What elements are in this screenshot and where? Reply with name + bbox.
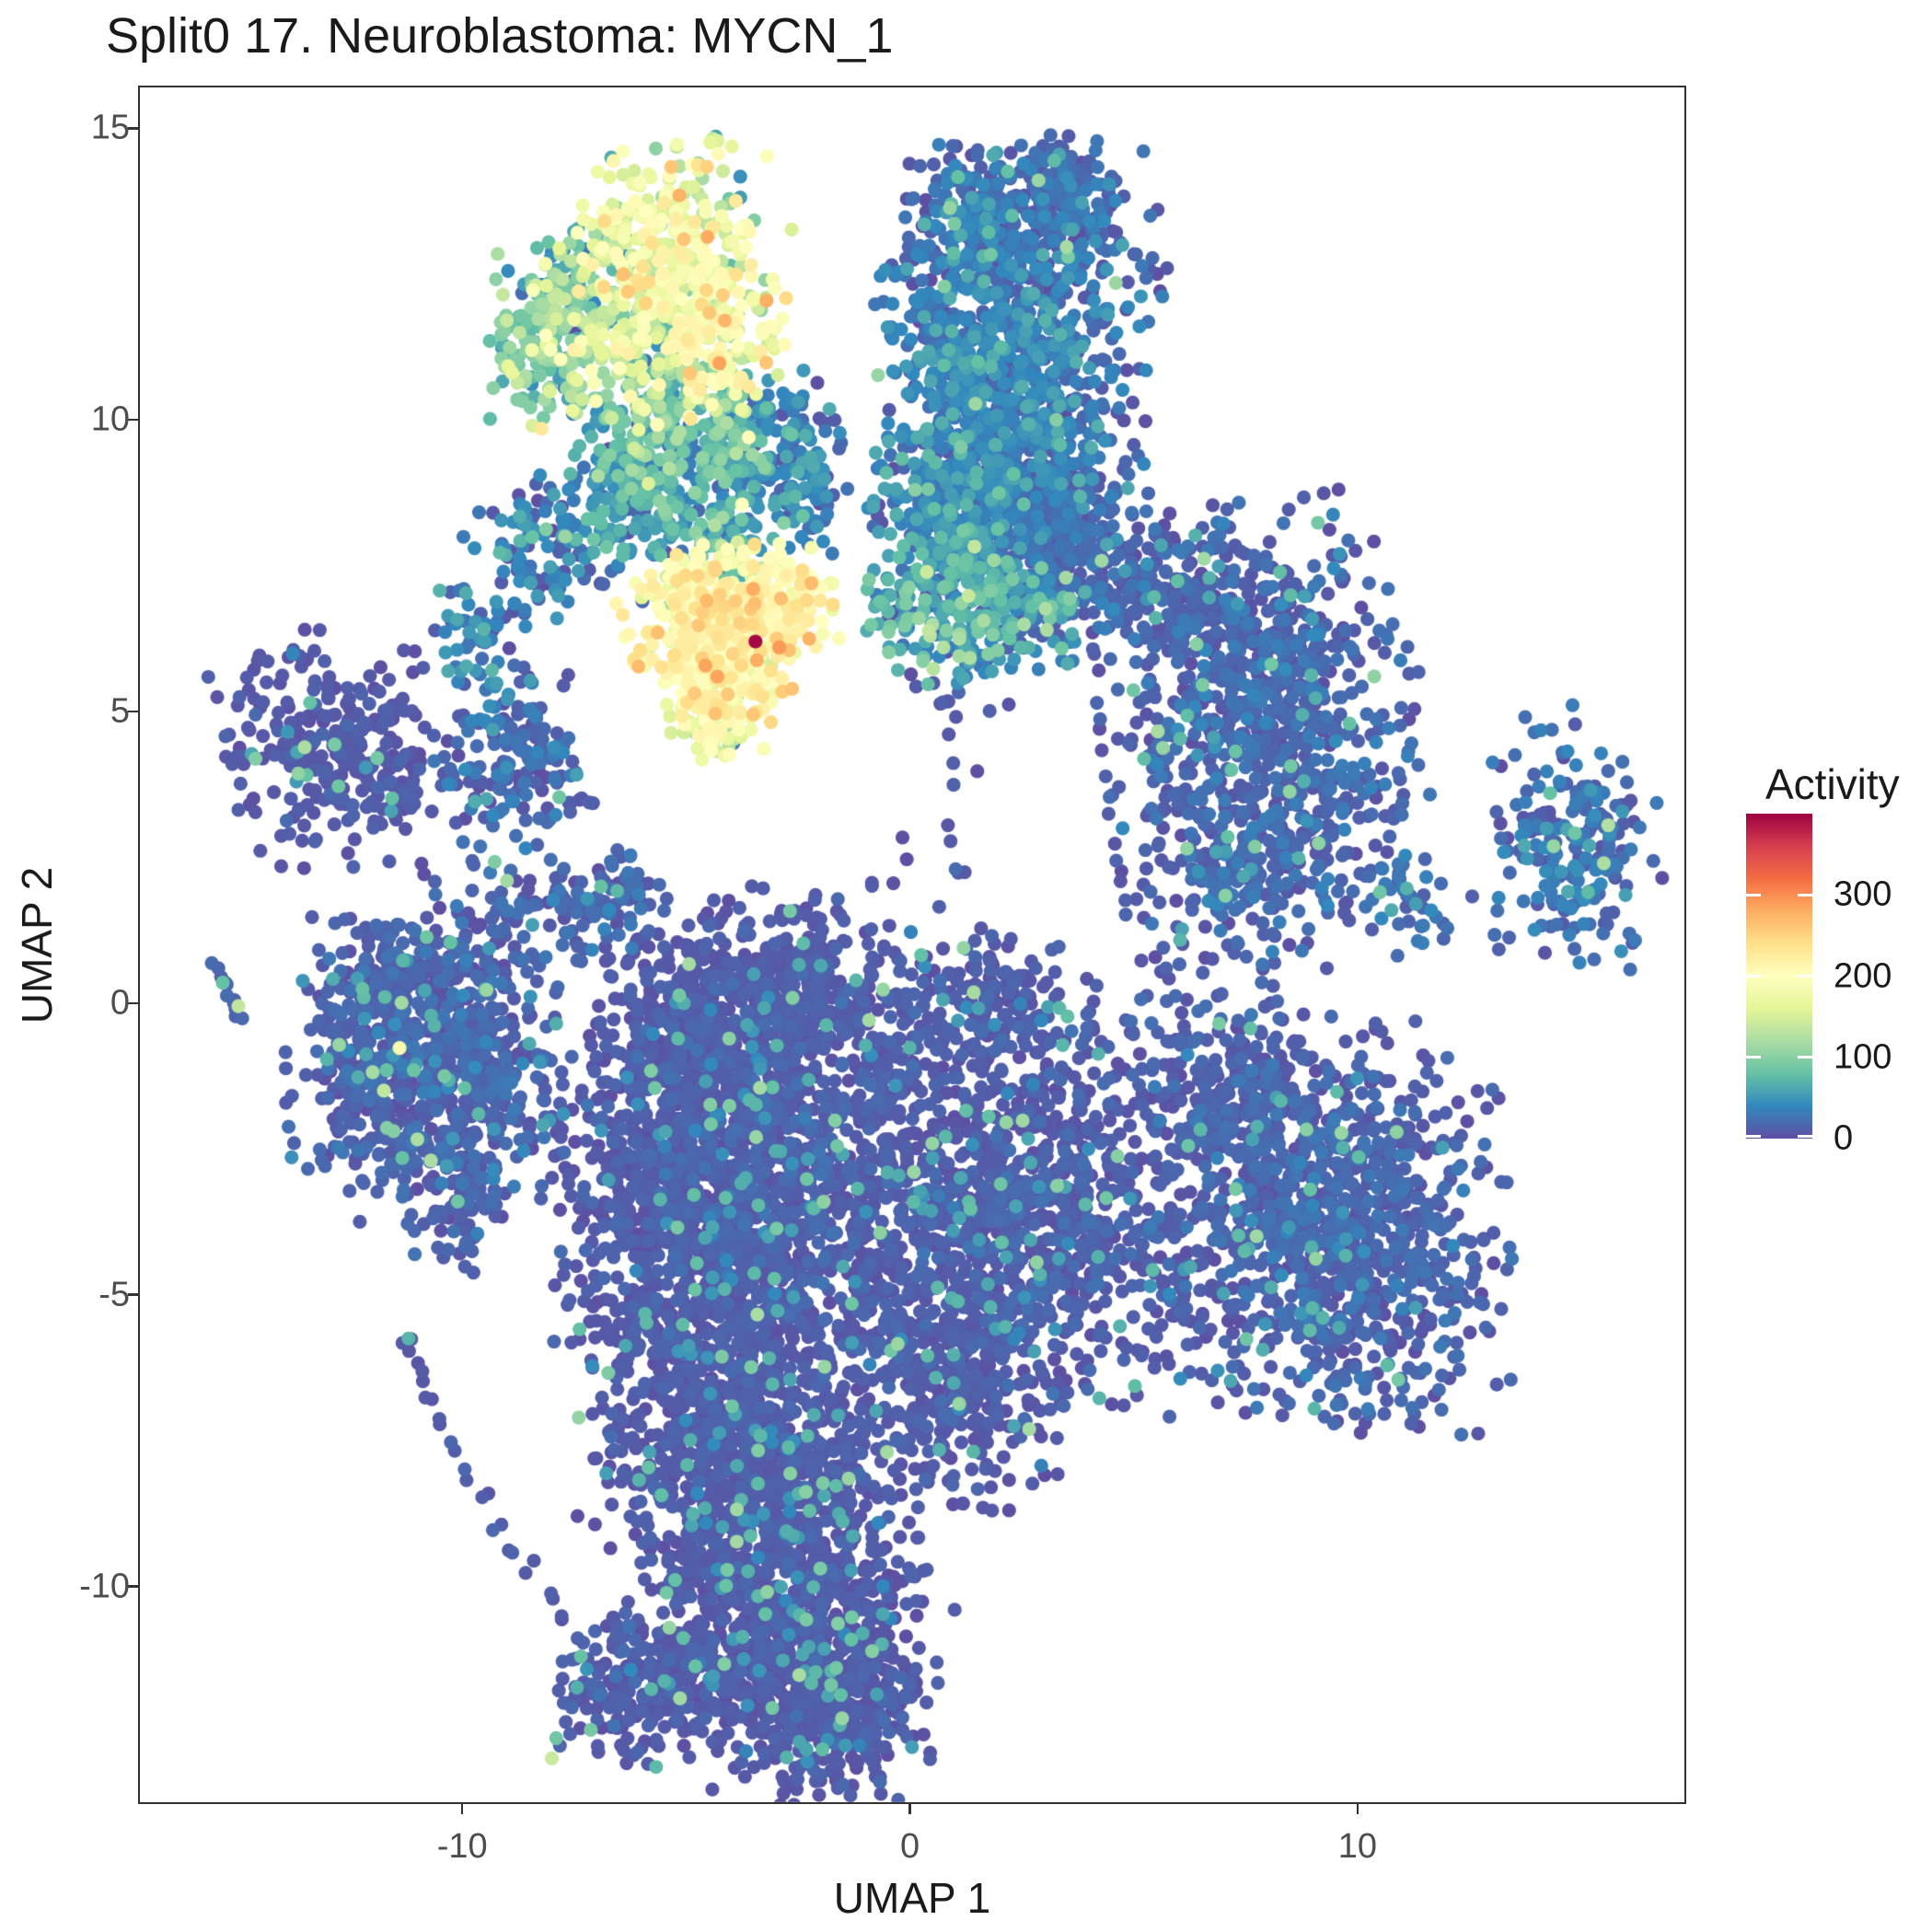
y-tick-label: 10 — [90, 399, 130, 439]
x-tick-label: 0 — [899, 1827, 920, 1866]
y-tick-label: 15 — [90, 108, 130, 147]
x-tick-mark — [460, 1802, 464, 1814]
y-tick-label: -10 — [79, 1567, 130, 1606]
legend-tick-mark — [1798, 893, 1812, 897]
legend-tick-mark — [1746, 1056, 1761, 1059]
legend-tick-mark — [1746, 975, 1761, 978]
y-tick-mark — [128, 710, 140, 713]
plot-title: Split0 17. Neuroblastoma: MYCN_1 — [106, 8, 894, 64]
legend-tick-mark — [1798, 1134, 1812, 1138]
legend-title: Activity — [1765, 760, 1900, 808]
x-tick-label: -10 — [436, 1827, 488, 1866]
x-tick-mark — [908, 1802, 911, 1814]
x-tick-mark — [1356, 1802, 1359, 1814]
x-tick-label: 10 — [1337, 1827, 1378, 1866]
y-tick-mark — [128, 1585, 140, 1588]
legend-tick-label: 100 — [1834, 1037, 1892, 1077]
y-tick-mark — [128, 127, 140, 130]
y-tick-mark — [128, 1293, 140, 1296]
x-axis-title: UMAP 1 — [833, 1874, 991, 1922]
legend-tick-label: 0 — [1834, 1118, 1854, 1158]
y-tick-mark — [128, 1001, 140, 1005]
legend-tick-mark — [1746, 893, 1761, 897]
y-tick-mark — [128, 418, 140, 422]
y-axis-title: UMAP 2 — [13, 866, 61, 1024]
legend-tick-mark — [1746, 1134, 1761, 1138]
legend-tick-label: 200 — [1834, 956, 1892, 995]
y-tick-label: 0 — [110, 983, 130, 1023]
y-tick-label: 5 — [110, 691, 130, 731]
panel-border — [137, 85, 1686, 1804]
y-tick-label: -5 — [98, 1275, 130, 1314]
legend-tick-mark — [1798, 975, 1812, 978]
legend-tick-mark — [1798, 1056, 1812, 1059]
legend-tick-label: 300 — [1834, 874, 1892, 914]
